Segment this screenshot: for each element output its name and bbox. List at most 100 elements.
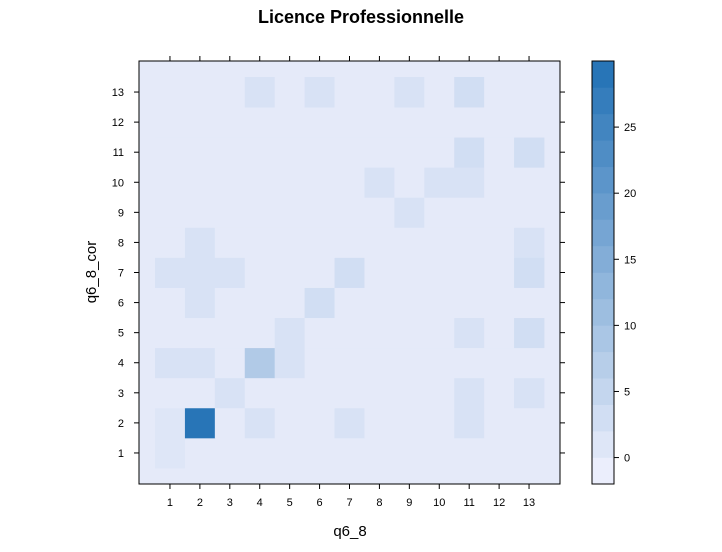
heatmap-cell	[244, 317, 276, 349]
heatmap-cell	[334, 377, 365, 409]
heatmap-cell	[514, 287, 545, 319]
heatmap-cell	[394, 257, 425, 288]
y-axis-label: q6_8_cor	[83, 241, 100, 304]
heatmap-cell	[334, 437, 365, 469]
x-tick-label: 11	[463, 497, 474, 509]
colorbar-tick-label: 20	[624, 188, 636, 200]
heatmap-cell	[364, 77, 395, 108]
heatmap-cell	[214, 197, 246, 228]
heatmap-cell	[184, 287, 216, 319]
heatmap-cell	[274, 77, 306, 108]
heatmap-cell	[304, 107, 335, 138]
heatmap-cell	[424, 77, 455, 108]
heatmap-cell	[304, 317, 335, 349]
heatmap-cell	[274, 347, 306, 379]
heatmap-cell	[334, 407, 365, 439]
heatmap-cell	[244, 197, 276, 228]
y-tick-label: 6	[118, 298, 124, 310]
heatmap-cell	[274, 377, 306, 409]
heatmap-cell	[424, 287, 455, 319]
heatmap-cell	[454, 287, 485, 319]
heatmap-cell	[424, 347, 455, 379]
heatmap-cell	[394, 167, 425, 198]
heatmap-cell	[155, 347, 186, 379]
heatmap-cell	[424, 407, 455, 439]
heatmap-cell	[334, 137, 365, 168]
y-tick-label: 10	[112, 177, 124, 189]
heatmap-cells	[139, 61, 560, 484]
heatmap-cell	[364, 437, 395, 469]
heatmap-cell	[514, 197, 545, 228]
heatmap-cell	[155, 137, 186, 168]
heatmap-cell	[484, 437, 515, 469]
heatmap-cell	[454, 137, 485, 168]
colorbar-band	[592, 61, 614, 88]
heatmap-cell	[274, 167, 306, 198]
heatmap-cell	[364, 317, 395, 349]
heatmap-cell	[514, 377, 545, 409]
heatmap-cell	[184, 137, 216, 168]
heatmap-cell	[364, 287, 395, 319]
heatmap-cell	[394, 377, 425, 409]
colorbar-band	[592, 378, 614, 405]
heatmap-cell	[304, 227, 335, 258]
heatmap-cell	[244, 287, 276, 319]
heatmap-cell	[484, 77, 515, 108]
heatmap-cell	[484, 257, 515, 288]
heatmap-cell	[394, 407, 425, 439]
colorbar-tick-label: 10	[624, 320, 636, 332]
x-tick-label: 2	[197, 497, 203, 509]
colorbar: 0 5 10 15 20 25	[591, 60, 636, 485]
heatmap-cell	[514, 77, 545, 108]
y-tick-label: 7	[118, 268, 124, 280]
heatmap-cell	[454, 377, 485, 409]
heatmap-cell	[184, 317, 216, 349]
heatmap-cell	[484, 137, 515, 168]
colorbar-band	[592, 272, 614, 300]
heatmap-cell	[184, 437, 216, 469]
heatmap-cell	[184, 347, 216, 379]
heatmap-cell	[244, 377, 276, 409]
heatmap-cell	[514, 167, 545, 198]
heatmap-cell	[334, 257, 365, 288]
heatmap-cell	[484, 287, 515, 319]
x-tick-label: 3	[227, 497, 233, 509]
heatmap-cell	[484, 347, 515, 379]
heatmap-cell	[274, 407, 306, 439]
y-tick-label: 2	[118, 418, 124, 430]
heatmap-cell	[304, 377, 335, 409]
heatmap-cell	[484, 107, 515, 138]
heatmap-cell	[484, 317, 515, 349]
heatmap-cell	[184, 257, 216, 288]
heatmap-cell	[364, 257, 395, 288]
heatmap-cell	[304, 137, 335, 168]
heatmap-cell	[394, 137, 425, 168]
heatmap-cell	[274, 137, 306, 168]
heatmap-cell	[334, 227, 365, 258]
heatmap-cell	[184, 167, 216, 198]
heatmap-cell	[155, 287, 186, 319]
heatmap-cell	[155, 107, 186, 138]
heatmap-cell	[214, 377, 246, 409]
heatmap-cell	[304, 77, 335, 108]
heatmap-cell	[244, 407, 276, 439]
heatmap-cell	[424, 377, 455, 409]
heatmap-cell	[304, 257, 335, 288]
heatmap-cell	[214, 167, 246, 198]
heatmap-cell	[244, 347, 276, 379]
heatmap-cell	[454, 197, 485, 228]
heatmap-cell	[184, 407, 216, 439]
heatmap-cell	[364, 167, 395, 198]
x-tick-label: 13	[523, 497, 535, 509]
y-tick-label: 4	[118, 358, 124, 370]
heatmap-cell	[244, 227, 276, 258]
heatmap-cell	[214, 347, 246, 379]
colorbar-band	[592, 246, 614, 273]
heatmap-cell	[334, 287, 365, 319]
heatmap-cell	[214, 227, 246, 258]
heatmap-cell	[334, 167, 365, 198]
x-tick-label: 1	[167, 497, 173, 509]
heatmap-cell	[394, 347, 425, 379]
colorbar-band	[592, 113, 614, 141]
y-tick-label: 9	[118, 207, 124, 219]
